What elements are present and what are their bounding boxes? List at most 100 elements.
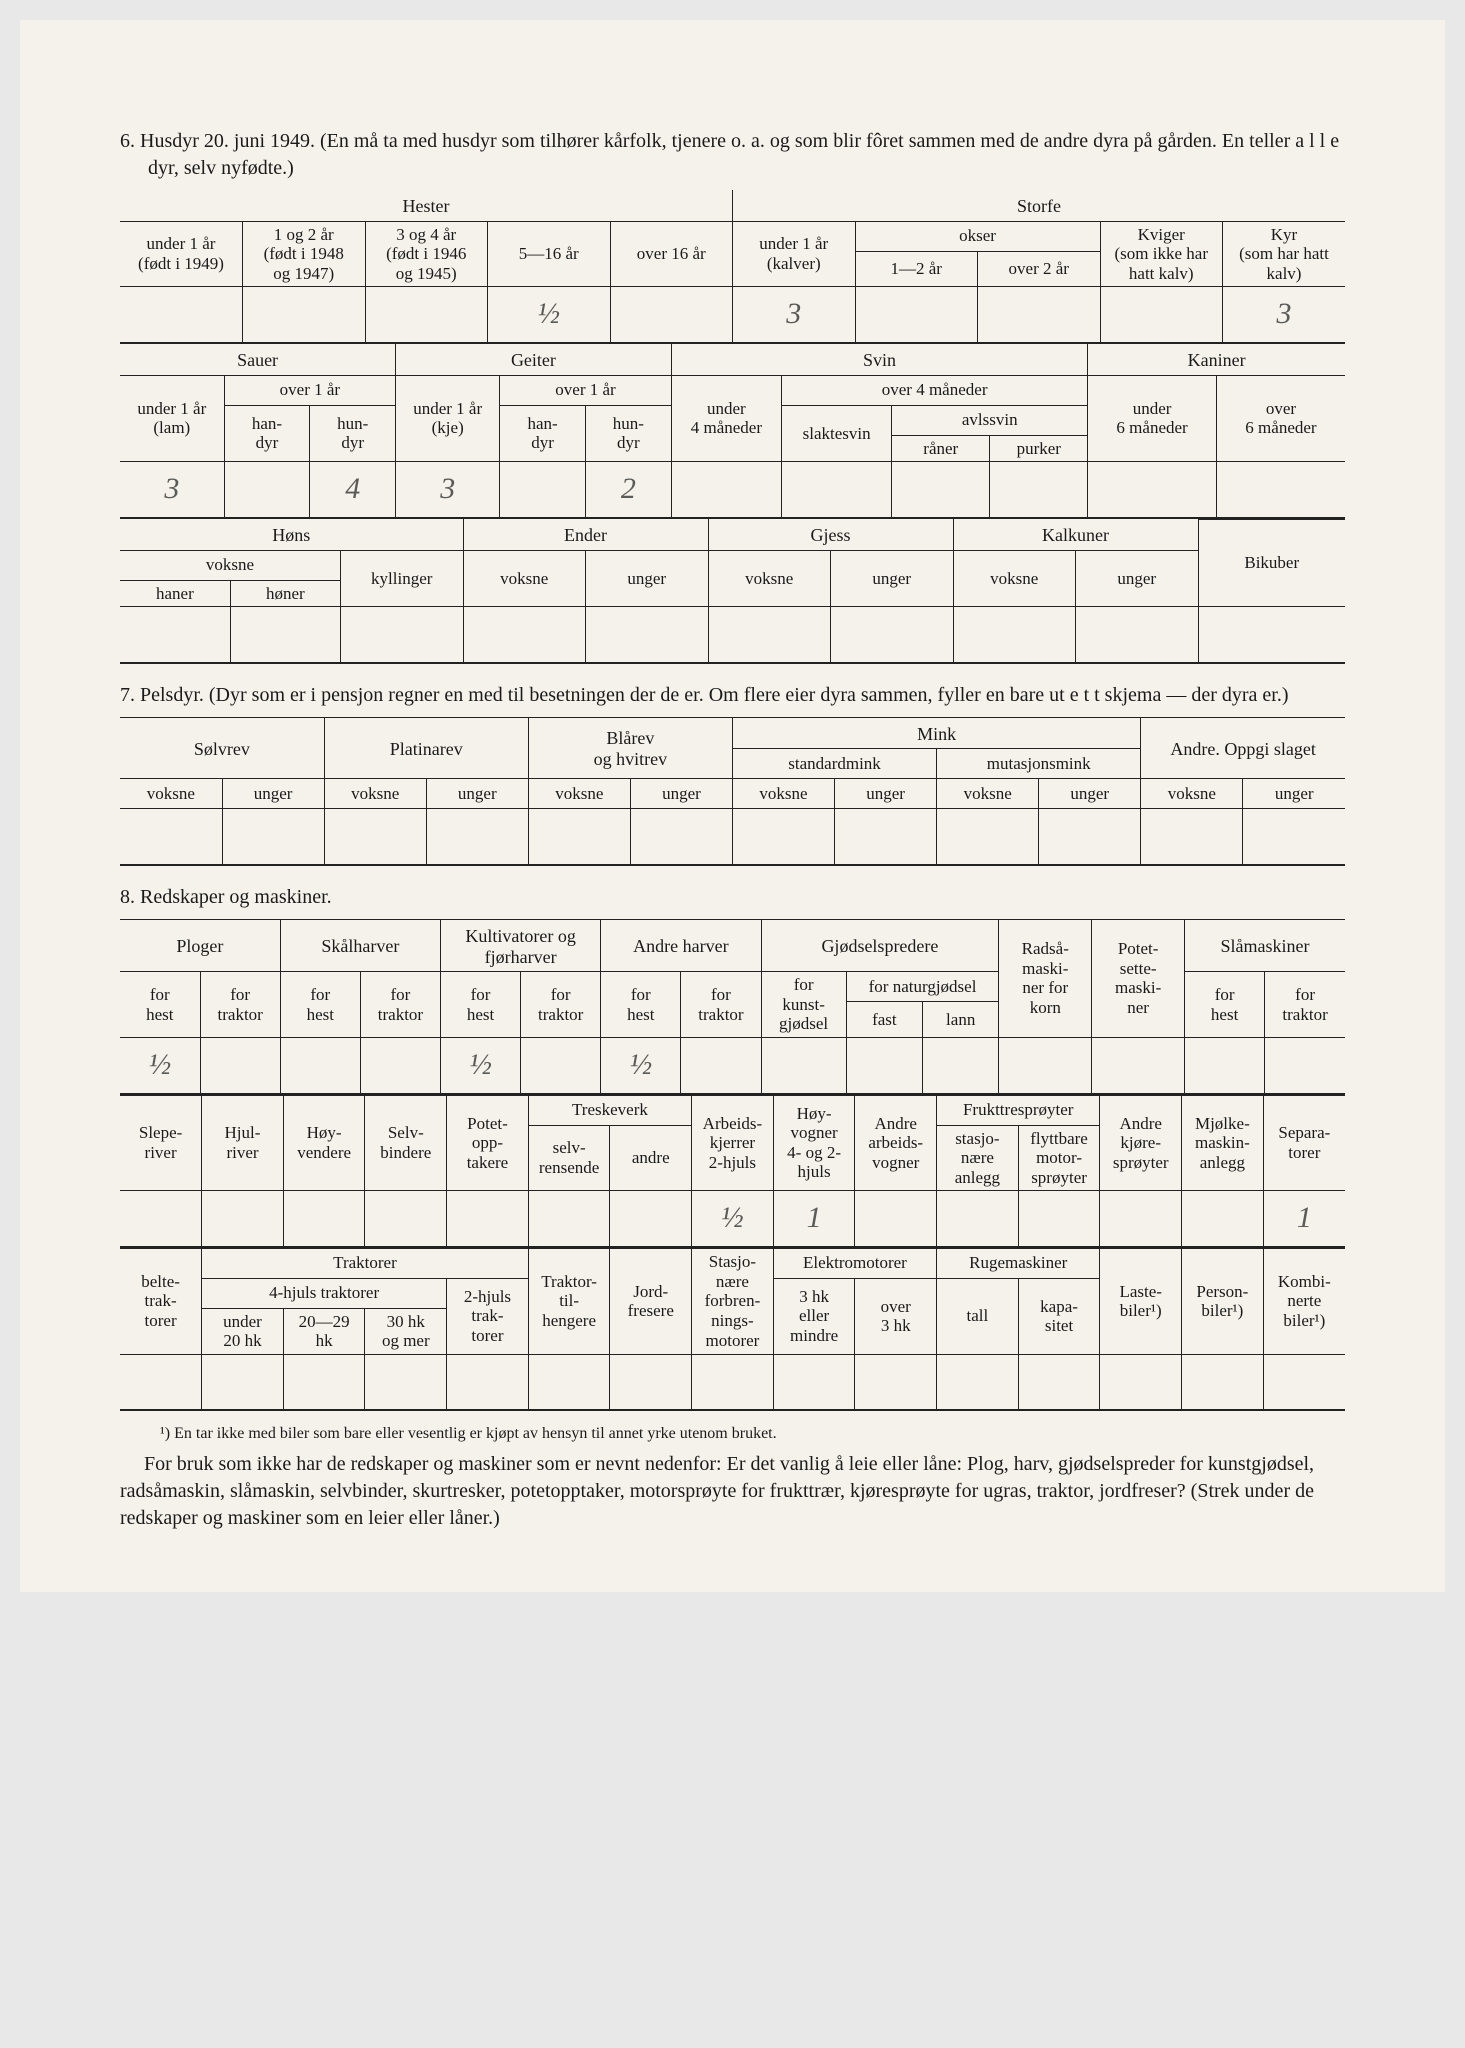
v-8-3-4[interactable] (365, 1354, 447, 1410)
v-6-2-8[interactable] (782, 462, 892, 518)
v-8-3-11[interactable] (937, 1354, 1019, 1410)
v-8-1-10[interactable] (846, 1038, 922, 1094)
v-8-2-14[interactable] (1182, 1191, 1264, 1247)
v-6-1-1[interactable] (120, 287, 243, 343)
v-7-11[interactable] (1141, 809, 1243, 865)
v-7-9[interactable] (937, 809, 1039, 865)
v-6-1-5[interactable] (610, 287, 733, 343)
v-8-3-7[interactable] (610, 1354, 692, 1410)
v-6-1-3[interactable] (365, 287, 488, 343)
v-6-3-8[interactable] (953, 607, 1076, 663)
v-8-3-14[interactable] (1182, 1354, 1264, 1410)
v-8-2-13[interactable] (1100, 1191, 1182, 1247)
v-8-1-1[interactable]: ½ (120, 1038, 200, 1094)
v-6-1-9[interactable] (1100, 287, 1223, 343)
v-8-2-3[interactable] (283, 1191, 365, 1247)
v-6-3-9[interactable] (1076, 607, 1199, 663)
v-8-1-14[interactable] (1185, 1038, 1265, 1094)
v-6-2-12[interactable] (1216, 462, 1345, 518)
v-7-7[interactable] (732, 809, 834, 865)
v-6-1-8[interactable] (978, 287, 1101, 343)
v-6-3-10[interactable] (1198, 607, 1345, 663)
v-6-2-4[interactable]: 3 (396, 462, 500, 518)
v-8-1-9[interactable] (761, 1038, 846, 1094)
v-6-3-3[interactable] (341, 607, 464, 663)
v-8-1-8[interactable] (681, 1038, 761, 1094)
v-7-5[interactable] (528, 809, 630, 865)
v-8-1-6[interactable] (521, 1038, 601, 1094)
v-7-2[interactable] (222, 809, 324, 865)
p-bla: Blårevog hvitrev (528, 717, 732, 779)
v-7-10[interactable] (1039, 809, 1141, 865)
v-8-2-15[interactable]: 1 (1263, 1191, 1345, 1247)
v-8-1-13[interactable] (1092, 1038, 1185, 1094)
v-8-3-10[interactable] (855, 1354, 937, 1410)
sl-h: forhest (1185, 972, 1265, 1038)
v-6-1-2[interactable] (243, 287, 366, 343)
s-u1: under 1 år(kalver) (733, 221, 856, 287)
v-6-3-6[interactable] (708, 607, 831, 663)
v-8-3-3[interactable] (283, 1354, 365, 1410)
v-6-2-1[interactable]: 3 (120, 462, 224, 518)
v-8-2-9[interactable]: 1 (773, 1191, 855, 1247)
v-8-1-11[interactable] (923, 1038, 999, 1094)
v-6-3-1[interactable] (120, 607, 230, 663)
v-6-1-7[interactable] (855, 287, 978, 343)
v-6-3-4[interactable] (463, 607, 586, 663)
v-6-1-6[interactable]: 3 (733, 287, 856, 343)
v-8-2-11[interactable] (937, 1191, 1019, 1247)
v-7-3[interactable] (324, 809, 426, 865)
v-8-2-10[interactable] (855, 1191, 937, 1247)
v-8-2-4[interactable] (365, 1191, 447, 1247)
v-6-2-5[interactable] (500, 462, 586, 518)
v-6-3-5[interactable] (586, 607, 709, 663)
v-6-1-4[interactable]: ½ (488, 287, 611, 343)
v-8-1-7[interactable]: ½ (601, 1038, 681, 1094)
sv-avls: avlssvin (892, 405, 1088, 435)
tilh: Traktor-til-hengere (528, 1248, 610, 1354)
v-8-2-2[interactable] (202, 1191, 284, 1247)
v-6-2-7[interactable] (671, 462, 781, 518)
v-7-1[interactable] (120, 809, 222, 865)
v-8-2-5[interactable] (447, 1191, 529, 1247)
v-8-2-7[interactable] (610, 1191, 692, 1247)
ka-o6: over6 måneder (1216, 375, 1345, 462)
v-8-2-1[interactable] (120, 1191, 202, 1247)
v-8-1-15[interactable] (1265, 1038, 1345, 1094)
v-8-1-4[interactable] (360, 1038, 440, 1094)
v-8-3-6[interactable] (528, 1354, 610, 1410)
v-6-3-2[interactable] (230, 607, 340, 663)
v-8-3-1[interactable] (120, 1354, 202, 1410)
v-8-1-2[interactable] (200, 1038, 280, 1094)
v-6-1-10[interactable]: 3 (1223, 287, 1346, 343)
v-6-2-9[interactable] (892, 462, 990, 518)
p-u5: unger (1039, 779, 1141, 809)
v-8-3-8[interactable] (692, 1354, 774, 1410)
v-7-6[interactable] (630, 809, 732, 865)
v-8-1-3[interactable] (280, 1038, 360, 1094)
v-8-1-12[interactable] (999, 1038, 1092, 1094)
potet: Potet-sette-maski-ner (1092, 919, 1185, 1037)
v-8-1-5[interactable]: ½ (441, 1038, 521, 1094)
v-8-2-8[interactable]: ½ (692, 1191, 774, 1247)
v-6-2-11[interactable] (1088, 462, 1217, 518)
v-8-2-6[interactable] (528, 1191, 610, 1247)
v-7-12[interactable] (1243, 809, 1345, 865)
v-6-2-3[interactable]: 4 (310, 462, 396, 518)
hoyv: Høy-vendere (283, 1095, 365, 1191)
v-8-2-12[interactable] (1018, 1191, 1100, 1247)
sec6-block2: Sauer Geiter Svin Kaniner under 1 år(lam… (120, 344, 1345, 519)
v-8-3-5[interactable] (447, 1354, 529, 1410)
v-8-3-13[interactable] (1100, 1354, 1182, 1410)
v-8-3-2[interactable] (202, 1354, 284, 1410)
v-7-4[interactable] (426, 809, 528, 865)
v-8-3-12[interactable] (1018, 1354, 1100, 1410)
v-7-8[interactable] (835, 809, 937, 865)
sla: Slåmaskiner (1185, 919, 1345, 971)
v-8-3-9[interactable] (773, 1354, 855, 1410)
v-8-3-15[interactable] (1263, 1354, 1345, 1410)
v-6-2-6[interactable]: 2 (586, 462, 672, 518)
v-6-2-2[interactable] (224, 462, 310, 518)
v-6-3-7[interactable] (831, 607, 954, 663)
v-6-2-10[interactable] (990, 462, 1088, 518)
